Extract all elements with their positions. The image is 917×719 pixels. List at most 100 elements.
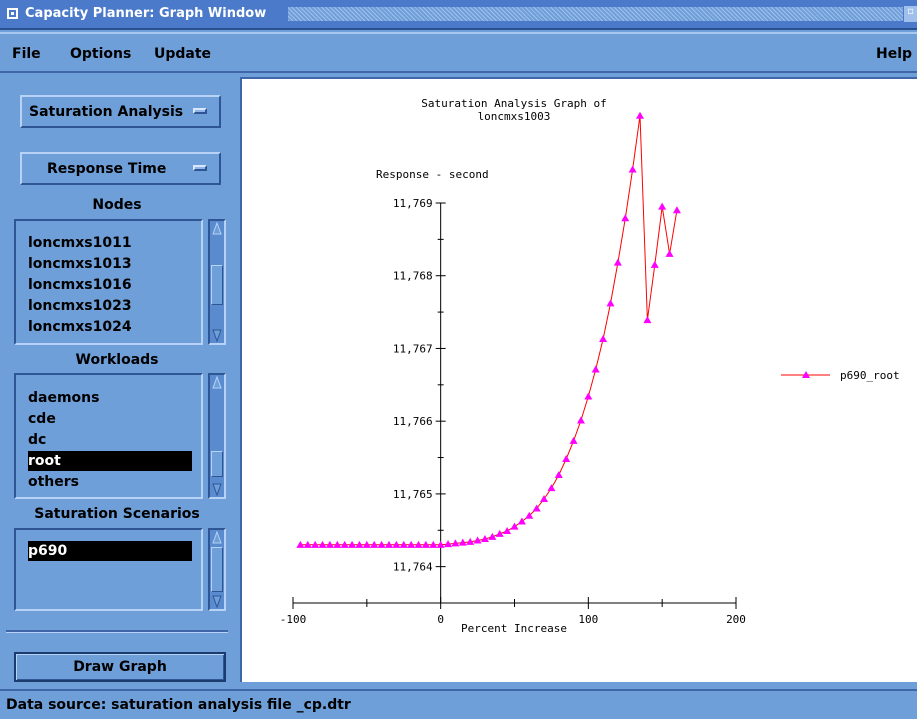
option-menu-indicator-icon [193, 108, 207, 114]
chart-legend: p690_root [781, 369, 900, 382]
data-point [591, 365, 600, 373]
nodes-list[interactable]: loncmxs1011 loncmxs1013 loncmxs1016 lonc… [14, 219, 203, 345]
scenarios-scrollbar[interactable] [208, 528, 226, 611]
title-bar: Capacity Planner: Graph Window ▫ [0, 0, 917, 30]
data-point [517, 517, 526, 525]
scenarios-label: Saturation Scenarios [34, 506, 200, 522]
list-item[interactable]: loncmxs1013 [28, 256, 132, 272]
x-tick-label: 100 [578, 613, 598, 626]
data-point [576, 416, 585, 424]
chart-ticks: -100 0 100 200 11,764 11,765 11,766 11,767 11,76… [280, 197, 746, 626]
nodes-scrollbar[interactable] [208, 219, 226, 345]
draw-graph-button[interactable]: Draw Graph [14, 652, 226, 682]
data-point [303, 540, 312, 548]
graph-panel: Saturation Analysis Graph of loncmxs1003… [234, 73, 917, 686]
data-point [606, 299, 615, 307]
y-tick-label: 11,766 [393, 415, 433, 428]
window-menu-icon[interactable] [7, 8, 18, 19]
metric-option-menu[interactable]: Response Time [20, 152, 221, 185]
y-axis-label: Response - second [376, 168, 489, 181]
scenarios-scroll-thumb[interactable] [211, 547, 223, 592]
scroll-up-icon[interactable] [212, 222, 222, 236]
data-point [340, 540, 349, 548]
data-point [621, 214, 630, 222]
list-item[interactable]: loncmxs1016 [28, 277, 132, 293]
workloads-list[interactable]: daemons cde dc root others [14, 373, 203, 499]
list-item[interactable]: daemons [28, 390, 100, 406]
data-point [421, 540, 430, 548]
menu-options[interactable]: Options [70, 46, 132, 62]
data-point [488, 532, 497, 540]
data-point [599, 335, 608, 342]
list-item[interactable]: loncmxs1023 [28, 298, 132, 314]
menu-update[interactable]: Update [154, 46, 212, 62]
data-point [333, 540, 342, 548]
nodes-label: Nodes [92, 197, 142, 213]
legend-label: p690_root [840, 369, 900, 382]
data-point [532, 504, 541, 512]
status-text: Data source: saturation analysis file _c… [6, 697, 351, 713]
list-item-selected[interactable]: p690 [28, 541, 192, 561]
data-point [650, 260, 659, 268]
data-point [311, 540, 320, 548]
scroll-down-icon[interactable] [212, 594, 222, 608]
list-item-selected[interactable]: root [28, 451, 192, 471]
data-point [540, 495, 549, 502]
y-tick-label: 11,769 [393, 197, 433, 210]
scroll-up-icon[interactable] [212, 531, 222, 545]
data-point [399, 540, 408, 548]
data-point [554, 471, 563, 478]
chart-series [296, 111, 681, 548]
workloads-scrollbar[interactable] [208, 373, 226, 499]
data-point [392, 540, 401, 548]
data-point [355, 540, 364, 548]
data-point [628, 165, 637, 173]
menu-help[interactable]: Help [876, 46, 913, 62]
data-point [348, 540, 357, 548]
data-point [429, 540, 438, 548]
nodes-scroll-thumb[interactable] [211, 265, 223, 305]
menu-bar: File Options Update Help [0, 32, 917, 73]
workloads-scroll-thumb[interactable] [211, 451, 223, 477]
x-tick-label: -100 [280, 613, 307, 626]
y-tick-label: 11,765 [393, 488, 433, 501]
list-item[interactable]: loncmxs1011 [28, 235, 132, 251]
y-tick-label: 11,768 [393, 270, 433, 283]
data-point [325, 540, 334, 548]
scroll-down-icon[interactable] [212, 482, 222, 496]
metric-option-label: Response Time [47, 161, 167, 177]
data-point [362, 540, 371, 548]
analysis-option-menu[interactable]: Saturation Analysis [20, 95, 221, 128]
chart-title: Saturation Analysis Graph of [421, 97, 606, 110]
title-bar-drag-area[interactable] [287, 6, 904, 22]
menu-file[interactable]: File [12, 46, 41, 62]
data-point [584, 392, 593, 400]
data-point [569, 436, 578, 444]
x-tick-label: 0 [437, 613, 444, 626]
panel-separator [6, 630, 228, 633]
data-point [458, 538, 467, 546]
data-point [436, 540, 445, 548]
data-point [296, 540, 305, 548]
scenarios-list[interactable]: p690 [14, 528, 203, 611]
y-tick-label: 11,767 [393, 342, 433, 355]
list-item[interactable]: loncmxs1024 [28, 319, 132, 335]
data-point [444, 540, 453, 548]
x-tick-label: 200 [726, 613, 746, 626]
list-item[interactable]: dc [28, 432, 47, 448]
list-item[interactable]: cde [28, 411, 56, 427]
window-control-icon[interactable]: ▫ [904, 6, 917, 22]
window-title: Capacity Planner: Graph Window [25, 6, 267, 21]
scroll-down-icon[interactable] [212, 328, 222, 342]
data-point [562, 455, 571, 462]
data-point [503, 527, 512, 534]
list-item[interactable]: others [28, 474, 80, 490]
series-line [300, 115, 678, 546]
scroll-up-icon[interactable] [212, 376, 222, 390]
status-bar: Data source: saturation analysis file _c… [0, 689, 917, 719]
data-point [613, 258, 622, 266]
control-panel: Saturation Analysis Response Time Nodes … [0, 73, 234, 686]
option-menu-indicator-icon [193, 165, 207, 171]
data-point [473, 536, 482, 544]
data-point [370, 540, 379, 548]
